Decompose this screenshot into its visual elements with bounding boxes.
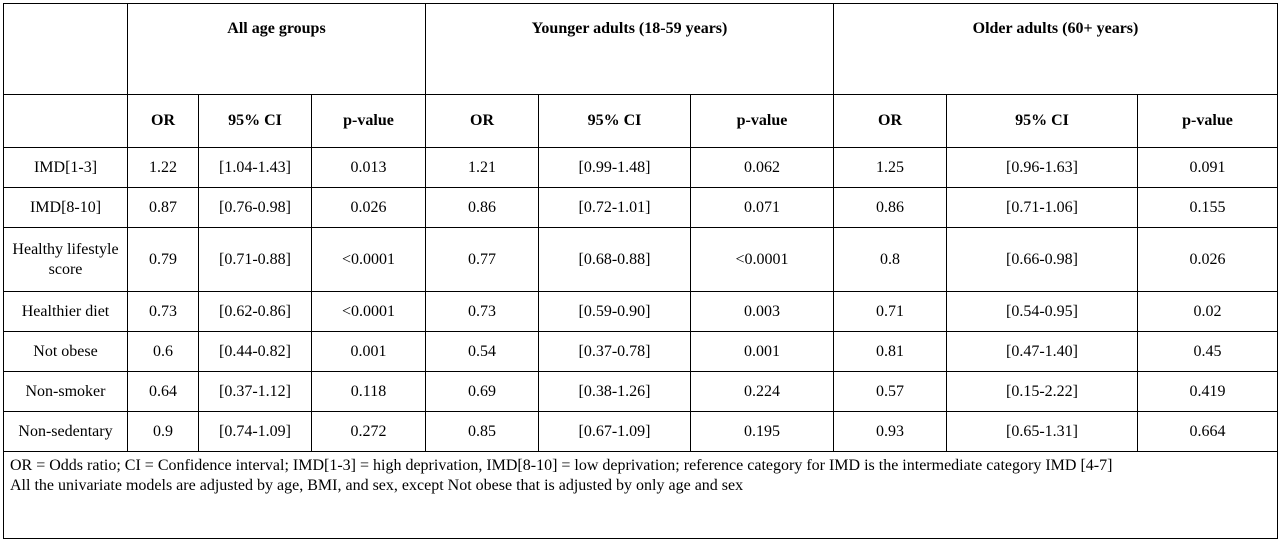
corner-cell xyxy=(3,3,128,95)
cell-p-value: 0.003 xyxy=(690,291,834,332)
row-label: IMD[8-10] xyxy=(3,187,128,228)
cell-p-value: 0.419 xyxy=(1137,371,1278,412)
subheader-or: OR xyxy=(833,94,947,148)
cell-or: 0.6 xyxy=(127,331,199,372)
cell-ci: [0.99-1.48] xyxy=(538,147,691,188)
subheader-ci: 95% CI xyxy=(538,94,691,148)
cell-or: 0.79 xyxy=(127,227,199,292)
footnote-adjustment: All the univariate models are adjusted b… xyxy=(10,477,744,494)
cell-or: 0.8 xyxy=(833,227,947,292)
cell-or: 0.54 xyxy=(425,331,539,372)
group-header-younger-adults: Younger adults (18-59 years) xyxy=(425,3,834,95)
row-label: Non-sedentary xyxy=(3,411,128,452)
cell-p-value: 0.664 xyxy=(1137,411,1278,452)
cell-ci: [0.44-0.82] xyxy=(198,331,312,372)
row-label: Healthy lifestyle score xyxy=(3,227,128,292)
table-row: Non-smoker 0.64 [0.37-1.12] 0.118 0.69 [… xyxy=(3,371,1278,412)
cell-ci: [0.62-0.86] xyxy=(198,291,312,332)
cell-p-value: 0.272 xyxy=(311,411,426,452)
cell-p-value: 0.02 xyxy=(1137,291,1278,332)
cell-ci: [0.71-1.06] xyxy=(946,187,1138,228)
results-table: All age groups Younger adults (18-59 yea… xyxy=(3,3,1278,539)
cell-ci: [0.37-0.78] xyxy=(538,331,691,372)
cell-p-value: 0.071 xyxy=(690,187,834,228)
subheader-p-value: p-value xyxy=(1137,94,1278,148)
table-row: Healthier diet 0.73 [0.62-0.86] <0.0001 … xyxy=(3,291,1278,332)
cell-ci: [0.96-1.63] xyxy=(946,147,1138,188)
cell-or: 0.87 xyxy=(127,187,199,228)
cell-or: 0.77 xyxy=(425,227,539,292)
cell-or: 0.69 xyxy=(425,371,539,412)
cell-ci: [1.04-1.43] xyxy=(198,147,312,188)
cell-p-value: 0.091 xyxy=(1137,147,1278,188)
cell-ci: [0.68-0.88] xyxy=(538,227,691,292)
cell-p-value: 0.026 xyxy=(311,187,426,228)
table-row: IMD[1-3] 1.22 [1.04-1.43] 0.013 1.21 [0.… xyxy=(3,147,1278,188)
table-row: Non-sedentary 0.9 [0.74-1.09] 0.272 0.85… xyxy=(3,411,1278,452)
subheader-or: OR xyxy=(127,94,199,148)
cell-or: 0.73 xyxy=(425,291,539,332)
table-row: Healthy lifestyle score 0.79 [0.71-0.88]… xyxy=(3,227,1278,292)
subheader-ci: 95% CI xyxy=(198,94,312,148)
cell-ci: [0.76-0.98] xyxy=(198,187,312,228)
cell-or: 0.73 xyxy=(127,291,199,332)
cell-or: 0.86 xyxy=(833,187,947,228)
cell-ci: [0.54-0.95] xyxy=(946,291,1138,332)
cell-p-value: 0.118 xyxy=(311,371,426,412)
cell-ci: [0.47-1.40] xyxy=(946,331,1138,372)
footnote-cell: OR = Odds ratio; CI = Confidence interva… xyxy=(3,451,1278,539)
subheader-row: OR 95% CI p-value OR 95% CI p-value OR 9… xyxy=(3,94,1278,148)
cell-ci: [0.37-1.12] xyxy=(198,371,312,412)
cell-ci: [0.74-1.09] xyxy=(198,411,312,452)
group-header-all-ages: All age groups xyxy=(127,3,426,95)
cell-ci: [0.65-1.31] xyxy=(946,411,1138,452)
row-label-header xyxy=(3,94,128,148)
subheader-or: OR xyxy=(425,94,539,148)
table-row: Not obese 0.6 [0.44-0.82] 0.001 0.54 [0.… xyxy=(3,331,1278,372)
cell-or: 1.21 xyxy=(425,147,539,188)
cell-p-value: 0.195 xyxy=(690,411,834,452)
cell-ci: [0.67-1.09] xyxy=(538,411,691,452)
cell-or: 0.86 xyxy=(425,187,539,228)
cell-p-value: 0.062 xyxy=(690,147,834,188)
cell-ci: [0.59-0.90] xyxy=(538,291,691,332)
subheader-p-value: p-value xyxy=(690,94,834,148)
cell-or: 0.71 xyxy=(833,291,947,332)
cell-ci: [0.72-1.01] xyxy=(538,187,691,228)
cell-ci: [0.66-0.98] xyxy=(946,227,1138,292)
group-header-older-adults: Older adults (60+ years) xyxy=(833,3,1278,95)
cell-ci: [0.38-1.26] xyxy=(538,371,691,412)
cell-or: 0.9 xyxy=(127,411,199,452)
cell-p-value: <0.0001 xyxy=(311,227,426,292)
footnote-abbreviations: OR = Odds ratio; CI = Confidence interva… xyxy=(10,457,1113,474)
cell-p-value: 0.224 xyxy=(690,371,834,412)
cell-p-value: 0.013 xyxy=(311,147,426,188)
cell-or: 1.25 xyxy=(833,147,947,188)
subheader-ci: 95% CI xyxy=(946,94,1138,148)
cell-or: 0.57 xyxy=(833,371,947,412)
cell-or: 0.93 xyxy=(833,411,947,452)
cell-p-value: 0.45 xyxy=(1137,331,1278,372)
cell-ci: [0.71-0.88] xyxy=(198,227,312,292)
group-header-row: All age groups Younger adults (18-59 yea… xyxy=(3,3,1278,95)
cell-p-value: 0.026 xyxy=(1137,227,1278,292)
cell-or: 0.81 xyxy=(833,331,947,372)
cell-ci: [0.15-2.22] xyxy=(946,371,1138,412)
cell-p-value: <0.0001 xyxy=(690,227,834,292)
row-label: Not obese xyxy=(3,331,128,372)
cell-or: 0.64 xyxy=(127,371,199,412)
row-label: IMD[1-3] xyxy=(3,147,128,188)
subheader-p-value: p-value xyxy=(311,94,426,148)
cell-or: 0.85 xyxy=(425,411,539,452)
footnote-row: OR = Odds ratio; CI = Confidence interva… xyxy=(3,451,1278,539)
table-row: IMD[8-10] 0.87 [0.76-0.98] 0.026 0.86 [0… xyxy=(3,187,1278,228)
cell-p-value: 0.001 xyxy=(311,331,426,372)
cell-p-value: <0.0001 xyxy=(311,291,426,332)
cell-p-value: 0.155 xyxy=(1137,187,1278,228)
cell-or: 1.22 xyxy=(127,147,199,188)
cell-p-value: 0.001 xyxy=(690,331,834,372)
row-label: Healthier diet xyxy=(3,291,128,332)
row-label: Non-smoker xyxy=(3,371,128,412)
